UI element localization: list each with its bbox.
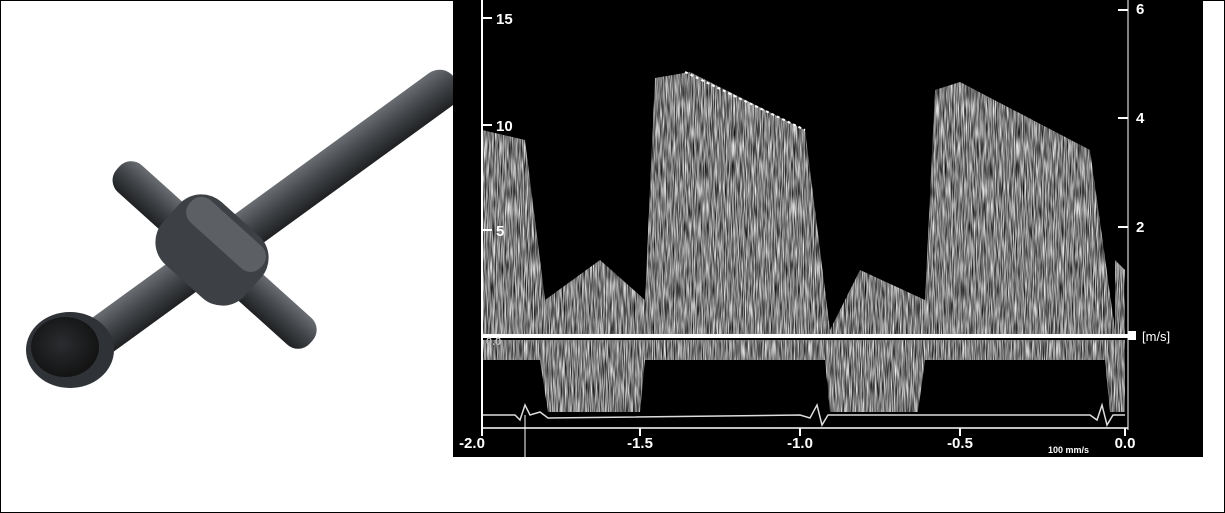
left-axis-label: 5 [496,223,504,240]
x-axis-label: -1.0 [787,435,813,452]
doppler-spectrogram: 15 10 5 0.0 6 4 2 [m/s] -2.0 -1.5 -1.0 -… [453,0,1203,457]
speed-note: 100 mm/s [1048,445,1089,455]
right-axis-label: 6 [1136,1,1144,18]
baseline-label: 0.0 [486,336,501,348]
x-axis-label: -0.5 [947,435,973,452]
unit-label: [m/s] [1142,329,1170,344]
left-axis-label: 10 [496,118,513,135]
x-axis-label: -1.5 [627,435,653,452]
right-axis-label: 2 [1136,219,1144,236]
right-axis-label: 4 [1136,110,1145,127]
left-axis-label: 15 [496,11,513,28]
probe-photo [26,69,460,388]
x-axis-label: 0.0 [1115,435,1136,452]
x-axis-label: -2.0 [459,435,485,452]
